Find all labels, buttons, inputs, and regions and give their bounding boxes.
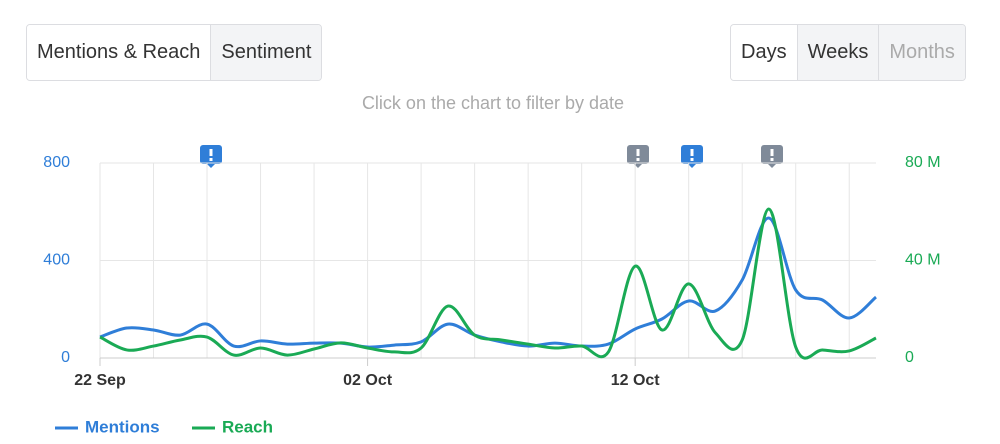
y-tick-label: 400 [43, 252, 70, 269]
flag[interactable] [627, 145, 649, 168]
subtitle: Click on the chart to filter by date [362, 93, 624, 113]
event-flags [200, 145, 783, 168]
x-tick-label: 02 Oct [343, 372, 393, 389]
flag[interactable] [200, 145, 222, 168]
x-tick-label: 22 Sep [74, 372, 126, 389]
x-tick-label: 12 Oct [611, 372, 661, 389]
view-tabs: Mentions & Reach Sentiment [26, 24, 323, 81]
tab[interactable]: Weeks [796, 25, 879, 80]
legend-label: Reach [222, 417, 273, 436]
tab[interactable]: Mentions & Reach [27, 25, 211, 80]
y2-tick-label: 0 [905, 349, 914, 366]
y2-tick-label: 80 M [905, 154, 941, 171]
tab[interactable]: Days [731, 25, 797, 80]
flag[interactable] [761, 145, 783, 168]
y-tick-label: 800 [43, 154, 70, 171]
y2-tick-label: 40 M [905, 252, 941, 269]
period-tabs: Days Weeks Months [730, 24, 966, 81]
flag[interactable] [681, 145, 703, 168]
y-tick-label: 0 [61, 349, 70, 366]
tab[interactable]: Months [878, 25, 965, 80]
tab[interactable]: Sentiment [210, 25, 322, 80]
legend-label: Mentions [85, 417, 160, 436]
series-line [99, 216, 877, 349]
series-line [99, 207, 877, 360]
